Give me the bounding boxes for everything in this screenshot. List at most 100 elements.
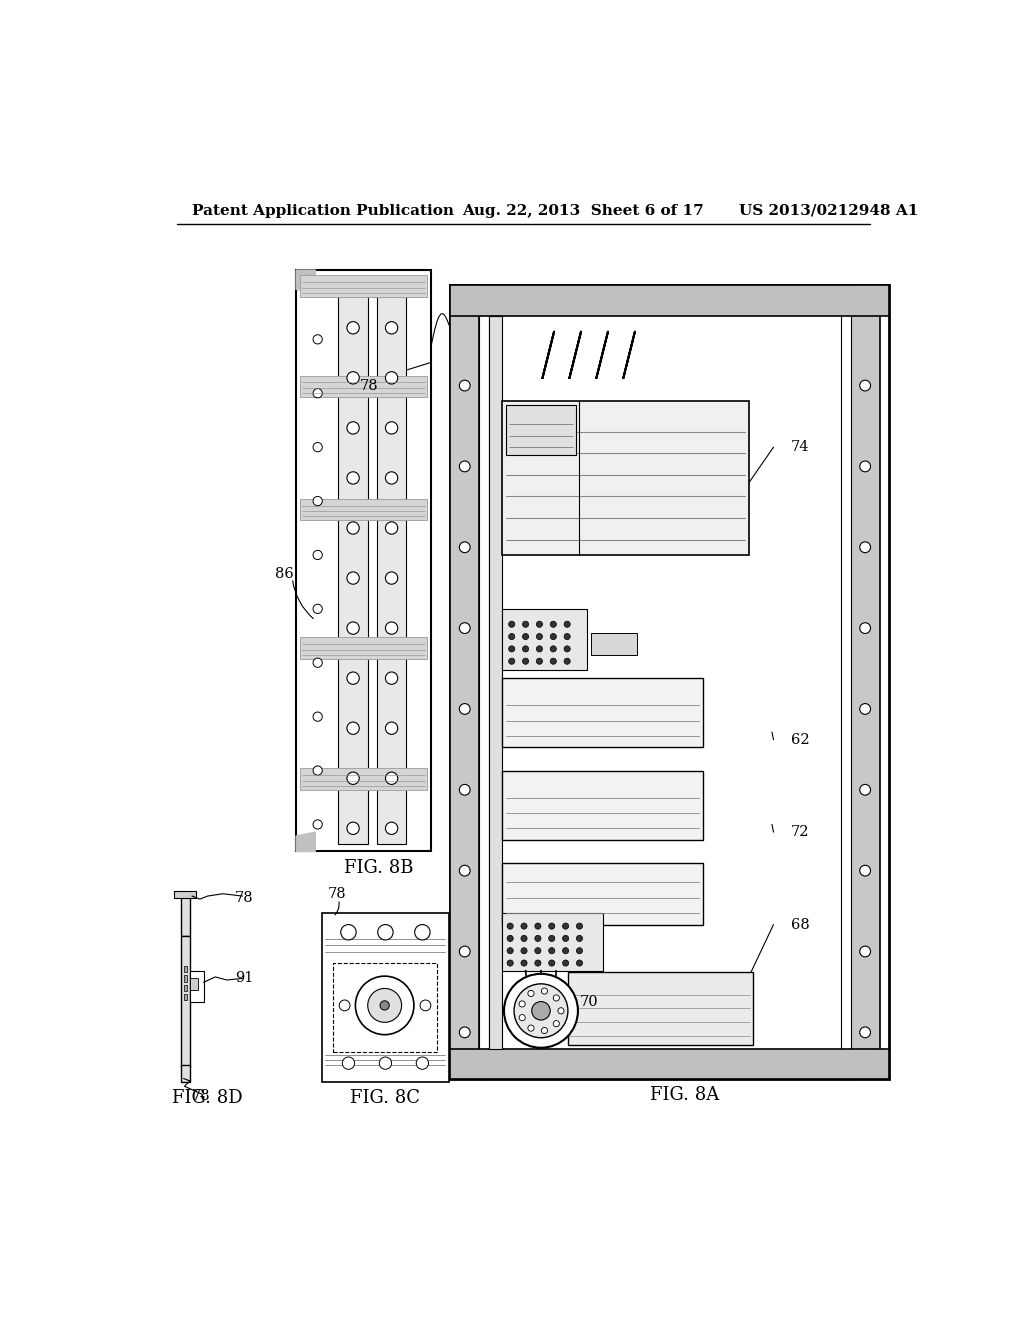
Circle shape — [313, 820, 323, 829]
Bar — [503, 771, 702, 840]
Circle shape — [313, 442, 323, 451]
Circle shape — [347, 471, 359, 484]
Circle shape — [528, 990, 535, 997]
Circle shape — [522, 645, 528, 652]
Circle shape — [860, 704, 870, 714]
Bar — [503, 609, 587, 671]
Circle shape — [339, 1001, 350, 1011]
Circle shape — [564, 659, 570, 664]
Circle shape — [313, 605, 323, 614]
Bar — [189, 978, 198, 990]
Circle shape — [550, 645, 556, 652]
Text: 86: 86 — [275, 568, 294, 581]
Circle shape — [550, 659, 556, 664]
Circle shape — [550, 634, 556, 640]
Circle shape — [535, 948, 541, 954]
Circle shape — [549, 923, 555, 929]
Circle shape — [521, 960, 527, 966]
Circle shape — [564, 634, 570, 640]
Bar — [183, 975, 186, 982]
Circle shape — [542, 1027, 548, 1034]
Circle shape — [313, 335, 323, 345]
Circle shape — [860, 946, 870, 957]
Circle shape — [313, 659, 323, 668]
Circle shape — [347, 722, 359, 734]
Circle shape — [535, 960, 541, 966]
Circle shape — [507, 936, 513, 941]
Circle shape — [509, 622, 515, 627]
Text: 72: 72 — [792, 825, 810, 840]
Text: FIG. 8C: FIG. 8C — [349, 1089, 420, 1106]
Circle shape — [507, 923, 513, 929]
Polygon shape — [296, 271, 315, 293]
Text: 78: 78 — [193, 1089, 211, 1104]
Circle shape — [460, 541, 470, 553]
Circle shape — [509, 634, 515, 640]
Circle shape — [537, 659, 543, 664]
Circle shape — [347, 372, 359, 384]
Bar — [180, 894, 189, 936]
Circle shape — [347, 622, 359, 635]
Circle shape — [521, 948, 527, 954]
Circle shape — [460, 784, 470, 795]
Circle shape — [553, 1020, 559, 1027]
Circle shape — [342, 1057, 354, 1069]
Circle shape — [341, 924, 356, 940]
Circle shape — [313, 711, 323, 721]
Circle shape — [504, 974, 578, 1048]
Circle shape — [313, 388, 323, 397]
Circle shape — [385, 822, 397, 834]
Circle shape — [535, 936, 541, 941]
Bar — [333, 964, 437, 1052]
Bar — [451, 285, 889, 317]
Bar — [479, 285, 488, 1078]
Circle shape — [313, 550, 323, 560]
Circle shape — [860, 623, 870, 634]
Circle shape — [549, 948, 555, 954]
Bar — [183, 985, 186, 991]
Circle shape — [562, 960, 568, 966]
Text: 74: 74 — [792, 440, 810, 454]
Text: 70: 70 — [580, 994, 598, 1008]
Bar — [189, 970, 204, 1002]
Text: Aug. 22, 2013  Sheet 6 of 17: Aug. 22, 2013 Sheet 6 of 17 — [462, 203, 703, 218]
Bar — [300, 499, 427, 520]
Bar — [451, 1049, 889, 1078]
Text: FIG. 8D: FIG. 8D — [172, 1089, 243, 1106]
Circle shape — [514, 983, 568, 1038]
Circle shape — [379, 1057, 391, 1069]
Circle shape — [385, 372, 397, 384]
Circle shape — [519, 1015, 525, 1020]
Circle shape — [522, 659, 528, 664]
Circle shape — [522, 622, 528, 627]
Circle shape — [347, 672, 359, 684]
Bar — [180, 1065, 189, 1082]
Circle shape — [385, 322, 397, 334]
Bar — [183, 994, 186, 1001]
Circle shape — [385, 672, 397, 684]
Circle shape — [537, 622, 543, 627]
Circle shape — [550, 622, 556, 627]
Circle shape — [531, 1002, 550, 1020]
Circle shape — [385, 772, 397, 784]
Circle shape — [549, 960, 555, 966]
Circle shape — [385, 422, 397, 434]
Circle shape — [368, 989, 401, 1022]
Circle shape — [522, 634, 528, 640]
Circle shape — [509, 645, 515, 652]
Bar — [377, 277, 407, 843]
Circle shape — [562, 923, 568, 929]
Circle shape — [519, 1001, 525, 1007]
Circle shape — [860, 784, 870, 795]
Circle shape — [577, 923, 583, 929]
Bar — [183, 966, 186, 973]
Circle shape — [378, 924, 393, 940]
Circle shape — [564, 622, 570, 627]
Circle shape — [542, 987, 548, 994]
Circle shape — [521, 936, 527, 941]
Circle shape — [553, 995, 559, 1001]
Circle shape — [460, 380, 470, 391]
Circle shape — [860, 866, 870, 876]
Circle shape — [420, 1001, 431, 1011]
Bar — [506, 405, 575, 455]
